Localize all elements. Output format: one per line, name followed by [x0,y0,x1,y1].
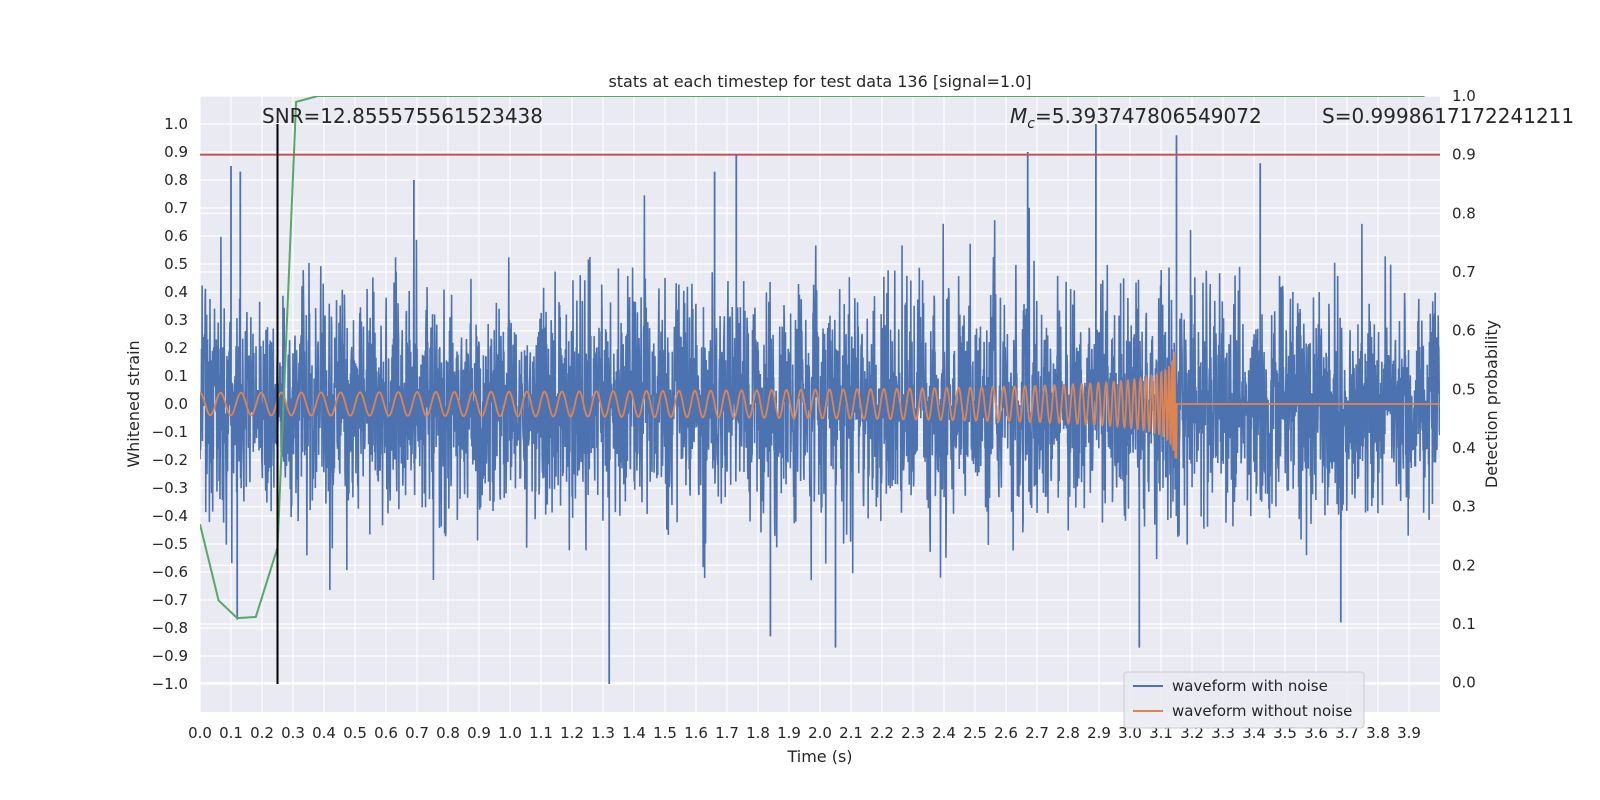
legend-entry-noise: waveform with noise [1172,677,1328,695]
x-tick-label: 0.0 [188,724,212,742]
x-tick-label: 3.8 [1366,724,1390,742]
right-y-tick-label: 0.5 [1452,380,1476,398]
x-tick-label: 1.1 [529,724,553,742]
y-tick-label: −0.3 [152,479,188,497]
chart-title: stats at each timestep for test data 136… [608,72,1031,91]
x-tick-label: 0.7 [405,724,429,742]
x-tick-label: 0.1 [219,724,243,742]
x-tick-label: 1.9 [777,724,801,742]
x-tick-label: 0.5 [343,724,367,742]
y-tick-label: 0.9 [164,143,188,161]
x-tick-label: 0.3 [281,724,305,742]
y-tick-label: −0.4 [152,507,188,525]
noisy-waveform-line [200,195,1440,591]
x-tick-label: 2.0 [808,724,832,742]
y-tick-label: 0.1 [164,367,188,385]
x-axis-ticks: 0.0 0.1 0.2 0.3 0.4 0.5 0.6 0.7 0.8 0.9 1.0 1.1 1.2 1… [188,724,1421,742]
x-tick-label: 2.1 [839,724,863,742]
y-tick-label: 0.8 [164,171,188,189]
right-y-axis-ticks: 1.0 0.9 0.8 0.7 0.6 0.5 0.4 0.3 0.2 0.1 0.0 [1452,87,1476,692]
series-waveform-with-noise [200,124,1440,684]
y-tick-label: −0.1 [152,423,188,441]
probability-line [200,96,1425,620]
x-tick-label: 2.2 [870,724,894,742]
x-axis-label: Time (s) [786,747,852,766]
y-tick-label: −0.8 [152,619,188,637]
chirp-mass-annotation: Mc=5.393747806549072 [1010,104,1262,132]
right-y-axis-label: Detection probability [1482,320,1501,488]
x-tick-label: 2.9 [1087,724,1111,742]
y-tick-label: −0.7 [152,591,188,609]
reference-lines [200,124,1440,684]
legend: waveform with noise waveform without noi… [1123,671,1365,729]
x-tick-label: 0.9 [467,724,491,742]
y-axis-label: Whitened strain [124,340,143,467]
y-tick-label: 0.0 [164,395,188,413]
y-tick-label: 0.7 [164,199,188,217]
y-tick-label: −0.2 [152,451,188,469]
x-tick-label: 2.4 [932,724,956,742]
snr-annotation: SNR=12.855575561523438 [262,104,543,128]
x-tick-label: 1.5 [653,724,677,742]
x-tick-label: 1.8 [746,724,770,742]
right-y-tick-label: 1.0 [1452,87,1476,105]
x-tick-label: 1.7 [715,724,739,742]
x-tick-label: 1.3 [591,724,615,742]
y-tick-label: 0.2 [164,339,188,357]
x-tick-label: 0.8 [436,724,460,742]
y-tick-label: 0.6 [164,227,188,245]
x-tick-label: 2.6 [994,724,1018,742]
y-tick-label: −0.5 [152,535,188,553]
series-waveform-without-noise [200,351,1440,459]
y-tick-label: 0.3 [164,311,188,329]
legend-entry-clean: waveform without noise [1172,702,1352,720]
x-tick-label: 1.2 [560,724,584,742]
x-tick-label: 3.9 [1397,724,1421,742]
right-y-tick-label: 0.3 [1452,498,1476,516]
right-y-tick-label: 0.1 [1452,615,1476,633]
x-tick-label: 1.6 [684,724,708,742]
right-y-tick-label: 0.7 [1452,263,1476,281]
x-tick-label: 1.4 [622,724,646,742]
right-y-tick-label: 0.8 [1452,204,1476,222]
legend-box [1123,671,1365,729]
x-tick-label: 0.2 [250,724,274,742]
x-tick-label: 2.8 [1056,724,1080,742]
x-tick-label: 0.6 [374,724,398,742]
y-tick-label: 0.5 [164,255,188,273]
x-tick-label: 0.4 [312,724,336,742]
y-tick-label: −0.9 [152,647,188,665]
clean-waveform-line [200,351,1440,459]
significance-annotation: S=0.9998617172241211 [1322,104,1574,128]
y-tick-label: −1.0 [152,675,188,693]
series-detection-probability [200,96,1425,620]
right-y-tick-label: 0.9 [1452,146,1476,164]
x-tick-label: 1.0 [498,724,522,742]
right-y-tick-label: 0.2 [1452,556,1476,574]
y-tick-label: −0.6 [152,563,188,581]
x-tick-label: 2.3 [901,724,925,742]
right-y-tick-label: 0.6 [1452,322,1476,340]
x-tick-label: 2.5 [963,724,987,742]
y-tick-label: 0.4 [164,283,188,301]
right-y-tick-label: 0.0 [1452,674,1476,692]
y-tick-label: 1.0 [164,115,188,133]
right-y-tick-label: 0.4 [1452,439,1476,457]
y-axis-ticks: 1.0 0.9 0.8 0.7 0.6 0.5 0.4 0.3 0.2 0.1 0.0 −0.1 −0.… [152,115,188,693]
x-tick-label: 2.7 [1025,724,1049,742]
